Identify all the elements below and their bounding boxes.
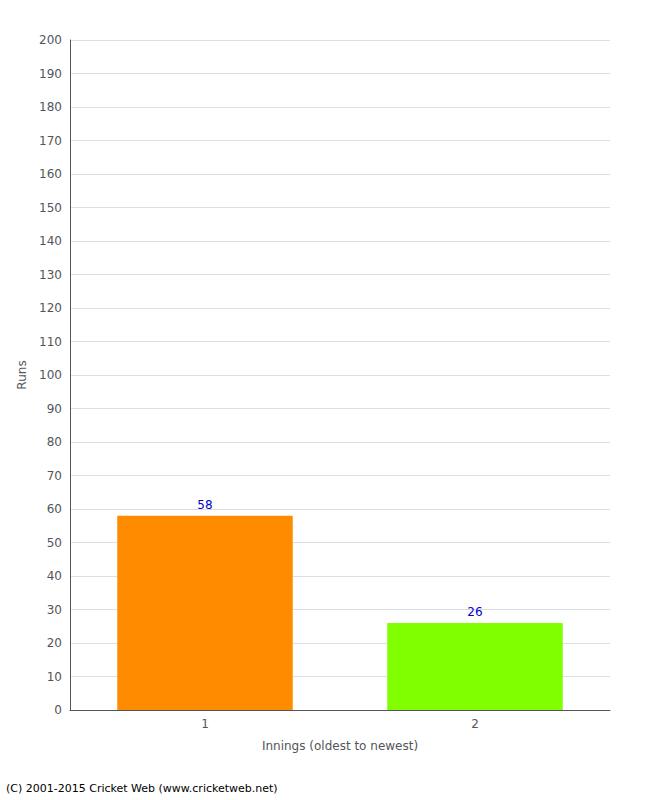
svg-text:180: 180: [39, 100, 62, 114]
svg-text:50: 50: [47, 536, 62, 550]
svg-text:110: 110: [39, 335, 62, 349]
svg-text:1: 1: [201, 717, 209, 731]
svg-text:26: 26: [467, 605, 482, 619]
svg-text:30: 30: [47, 603, 62, 617]
svg-text:60: 60: [47, 502, 62, 516]
svg-text:170: 170: [39, 134, 62, 148]
svg-text:40: 40: [47, 569, 62, 583]
svg-text:160: 160: [39, 167, 62, 181]
svg-text:200: 200: [39, 33, 62, 47]
svg-text:Innings (oldest to newest): Innings (oldest to newest): [262, 739, 418, 753]
svg-text:0: 0: [54, 703, 62, 717]
svg-text:20: 20: [47, 636, 62, 650]
svg-text:2: 2: [471, 717, 479, 731]
svg-text:Runs: Runs: [15, 360, 29, 389]
svg-text:10: 10: [47, 670, 62, 684]
svg-text:70: 70: [47, 469, 62, 483]
svg-text:130: 130: [39, 268, 62, 282]
svg-text:120: 120: [39, 301, 62, 315]
svg-text:90: 90: [47, 402, 62, 416]
svg-text:80: 80: [47, 435, 62, 449]
svg-text:190: 190: [39, 67, 62, 81]
svg-text:100: 100: [39, 368, 62, 382]
svg-text:150: 150: [39, 201, 62, 215]
svg-text:140: 140: [39, 234, 62, 248]
svg-text:(C) 2001-2015 Cricket Web (www: (C) 2001-2015 Cricket Web (www.cricketwe…: [6, 782, 278, 795]
svg-text:58: 58: [197, 498, 212, 512]
